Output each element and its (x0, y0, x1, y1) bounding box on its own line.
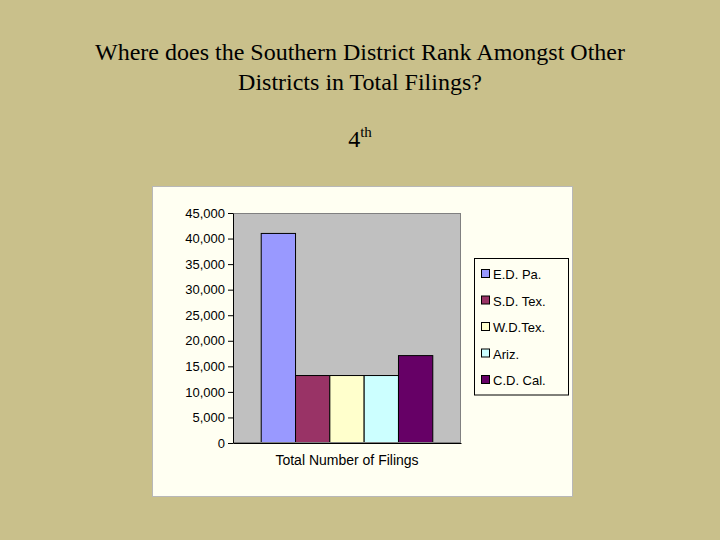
y-axis: 0 5,000 10,000 15,000 20,000 25,000 30,000 35,0… (185, 206, 233, 451)
legend-swatch (482, 349, 490, 357)
legend-label: C.D. Cal. (493, 373, 546, 388)
bar (330, 376, 364, 443)
y-axis-line (233, 214, 234, 444)
y-tick: 15,000 (185, 359, 233, 374)
y-tick-mark (228, 264, 233, 265)
bar (398, 356, 432, 443)
y-tick-label: 20,000 (185, 333, 225, 348)
legend-swatch (482, 376, 490, 384)
annotation-suffix: th (360, 124, 372, 140)
bars (261, 233, 433, 443)
y-tick: 5,000 (192, 410, 233, 425)
y-tick-label: 5,000 (192, 410, 225, 425)
bar (364, 376, 398, 443)
x-tick: Total Number of Filings (275, 452, 418, 468)
y-tick-mark (228, 290, 233, 291)
y-tick-label: 40,000 (185, 231, 225, 246)
y-tick-label: 25,000 (185, 308, 225, 323)
y-tick-label: 0 (218, 436, 225, 451)
legend-label: Ariz. (493, 347, 519, 362)
y-tick-label: 35,000 (185, 257, 225, 272)
legend-swatch (482, 296, 490, 304)
y-tick: 35,000 (185, 257, 233, 272)
annotation-number: 4 (348, 126, 360, 152)
title-line: Districts in Total Filings? (238, 69, 482, 95)
legend-label: S.D. Tex. (493, 294, 546, 309)
y-tick: 45,000 (185, 206, 233, 221)
y-tick-label: 30,000 (185, 282, 225, 297)
plot-frame (234, 214, 461, 443)
title: Where does the Southern District Rank Am… (95, 39, 625, 95)
chart-svg: Where does the Southern District Rank Am… (0, 0, 720, 540)
chart-area (153, 187, 573, 497)
bar (296, 376, 330, 443)
y-tick: 10,000 (185, 385, 233, 400)
y-tick: 0 (218, 436, 233, 451)
y-tick: 20,000 (185, 333, 233, 348)
y-tick: 30,000 (185, 282, 233, 297)
x-axis-line (234, 443, 462, 444)
y-tick-mark (228, 239, 233, 240)
bar (261, 233, 295, 443)
y-tick-mark (228, 392, 233, 393)
y-tick-label: 10,000 (185, 385, 225, 400)
legend-swatch (482, 270, 490, 278)
legend-label: W.D.Tex. (493, 320, 545, 335)
y-tick-mark (228, 315, 233, 316)
y-tick-mark (228, 443, 233, 444)
y-tick-label: 15,000 (185, 359, 225, 374)
title-line: Where does the Southern District Rank Am… (95, 39, 625, 65)
x-axis: Total Number of Filings (234, 444, 462, 468)
y-tick-label: 45,000 (185, 206, 225, 221)
page-background (0, 0, 720, 540)
y-tick-mark (228, 366, 233, 367)
legend-swatch (482, 323, 490, 331)
x-tick-label: Total Number of Filings (275, 452, 418, 468)
y-tick-mark (228, 213, 233, 214)
y-tick: 25,000 (185, 308, 233, 323)
annotation: 4th (348, 124, 372, 152)
y-tick: 40,000 (185, 231, 233, 246)
y-tick-mark (228, 341, 233, 342)
plot-area (233, 213, 461, 443)
legend: E.D. Pa. S.D. Tex. W.D.Tex. Ariz. C.D. Cal. (475, 259, 569, 396)
y-tick-mark (228, 417, 233, 418)
legend-box (475, 259, 569, 396)
legend-label: E.D. Pa. (493, 267, 541, 282)
